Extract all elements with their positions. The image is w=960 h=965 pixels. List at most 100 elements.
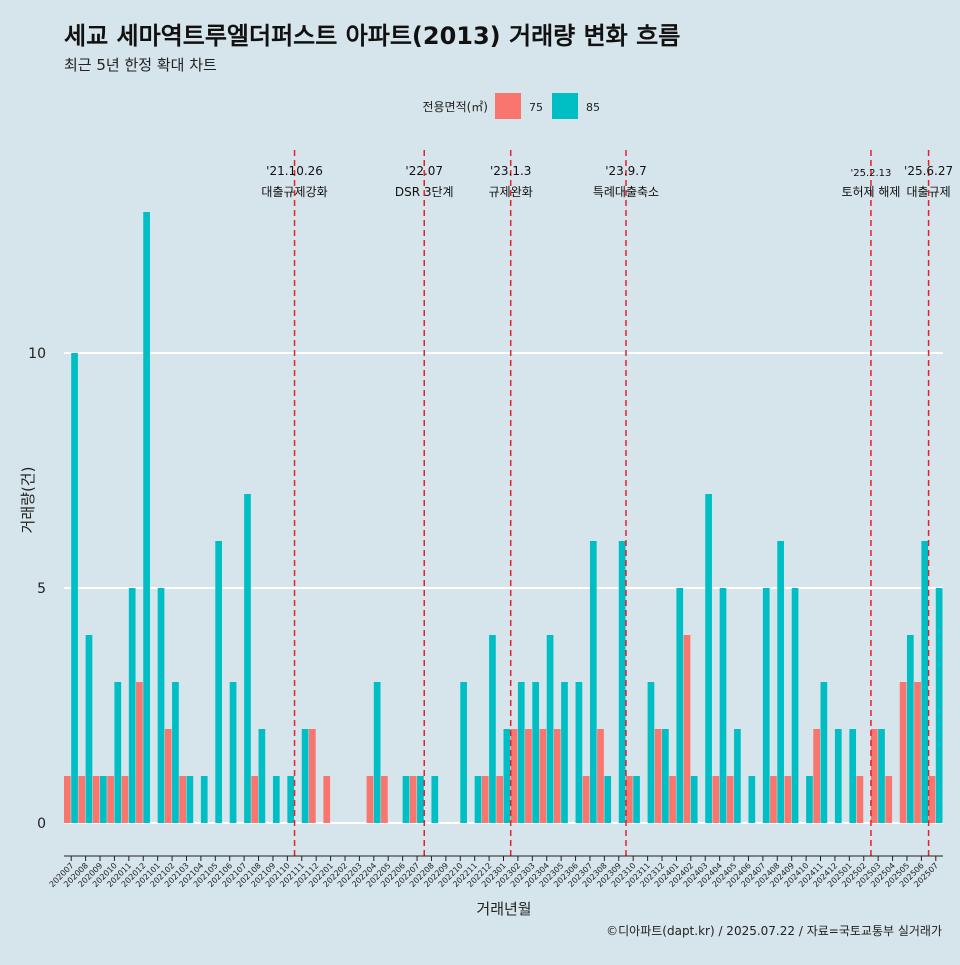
bar-85-202102 bbox=[172, 682, 179, 823]
bar-85-202406 bbox=[748, 776, 756, 823]
bar-75-202503 bbox=[870, 729, 878, 823]
chart-title: 세교 세마역트루엘더퍼스트 아파트(2013) 거래량 변화 흐름 bbox=[64, 22, 680, 50]
bar-85-202210 bbox=[460, 682, 467, 823]
legend: 전용면적(㎡) 75 85 bbox=[422, 93, 600, 119]
bar-75-202112 bbox=[308, 729, 316, 823]
bar-85-202307 bbox=[589, 541, 597, 823]
bar-75-202304 bbox=[539, 729, 547, 823]
legend-swatch-85 bbox=[552, 93, 578, 119]
event-label: 대출규제강화 bbox=[261, 185, 327, 199]
caption: ©디아파트(dapt.kr) / 2025.07.22 / 자료=국토교통부 실… bbox=[606, 924, 942, 938]
bar-75-202409 bbox=[784, 776, 792, 823]
bar-85-202107 bbox=[244, 494, 251, 823]
bar-85-202104 bbox=[200, 776, 208, 823]
event-label: 대출규제 bbox=[907, 185, 951, 199]
legend-label-85: 85 bbox=[586, 101, 600, 114]
bar-85-202403 bbox=[705, 494, 712, 823]
bar-85-202207 bbox=[417, 776, 424, 823]
bar-85-202109 bbox=[272, 776, 280, 823]
bar-85-202108 bbox=[258, 729, 266, 823]
bar-75-202010 bbox=[107, 776, 114, 823]
bar-85-202103 bbox=[186, 776, 194, 823]
bar-85-202110 bbox=[287, 776, 295, 823]
bar-75-202305 bbox=[553, 729, 561, 823]
bar-85-202010 bbox=[114, 682, 122, 823]
bar-85-202506 bbox=[921, 541, 929, 823]
bar-85-202212 bbox=[489, 635, 496, 823]
legend-title: 전용면적(㎡) bbox=[422, 100, 488, 114]
y-tick-label: 10 bbox=[28, 346, 46, 362]
bar-75-202506 bbox=[914, 682, 921, 823]
bar-75-202405 bbox=[726, 776, 734, 823]
bar-85-202308 bbox=[604, 776, 612, 823]
event-date: '25.6.27 bbox=[904, 164, 953, 178]
bar-85-202012 bbox=[143, 212, 150, 823]
bar-85-202105 bbox=[215, 541, 223, 823]
bar-85-202206 bbox=[402, 776, 410, 823]
bar-85-202407 bbox=[762, 588, 770, 823]
bar-75-202310 bbox=[625, 776, 633, 823]
bar-85-202503 bbox=[878, 729, 885, 823]
bar-75-202408 bbox=[770, 776, 777, 823]
event-label: DSR 3단계 bbox=[395, 185, 454, 199]
bar-75-202205 bbox=[381, 776, 388, 823]
bar-75-202301 bbox=[496, 776, 503, 823]
bar-75-202007 bbox=[64, 776, 71, 823]
bar-75-202411 bbox=[813, 729, 821, 823]
bar-85-202412 bbox=[834, 729, 842, 823]
bar-75-202008 bbox=[78, 776, 86, 823]
bar-85-202204 bbox=[373, 682, 381, 823]
bar-75-202402 bbox=[683, 635, 691, 823]
bar-85-202008 bbox=[85, 635, 93, 823]
bar-85-202401 bbox=[676, 588, 684, 823]
bar-75-202103 bbox=[179, 776, 186, 823]
y-tick-label: 0 bbox=[37, 816, 46, 832]
bar-85-202303 bbox=[532, 682, 540, 823]
event-label: 규제완화 bbox=[489, 185, 533, 199]
bar-75-202404 bbox=[712, 776, 720, 823]
bar-85-202009 bbox=[100, 776, 107, 823]
bar-85-202501 bbox=[849, 729, 857, 823]
bar-75-202108 bbox=[251, 776, 259, 823]
bar-75-202504 bbox=[885, 776, 893, 823]
bar-75-202401 bbox=[669, 776, 676, 823]
bar-75-202009 bbox=[92, 776, 100, 823]
bar-75-202307 bbox=[582, 776, 590, 823]
bar-75-202212 bbox=[481, 776, 489, 823]
event-date: '25.2.13 bbox=[850, 168, 891, 179]
bar-75-202011 bbox=[121, 776, 129, 823]
bar-85-202310 bbox=[633, 776, 640, 823]
legend-swatch-75 bbox=[495, 93, 521, 119]
bar-75-202308 bbox=[597, 729, 604, 823]
bar-85-202312 bbox=[662, 729, 669, 823]
bar-85-202404 bbox=[719, 588, 727, 823]
bar-75-202312 bbox=[654, 729, 662, 823]
bar-85-202101 bbox=[157, 588, 165, 823]
bar-85-202106 bbox=[229, 682, 237, 823]
bar-75-202204 bbox=[366, 776, 374, 823]
bar-85-202507 bbox=[935, 588, 943, 823]
bar-85-202311 bbox=[647, 682, 655, 823]
event-label: 토허제 해제 bbox=[841, 185, 900, 199]
bar-85-202305 bbox=[561, 682, 568, 823]
event-date: '21.10.26 bbox=[266, 164, 323, 178]
y-axis-title: 거래량(건) bbox=[19, 467, 37, 534]
bar-85-202304 bbox=[546, 635, 554, 823]
bar-85-202302 bbox=[517, 682, 525, 823]
bar-85-202208 bbox=[431, 776, 439, 823]
bar-75-202102 bbox=[164, 729, 172, 823]
y-tick-label: 5 bbox=[37, 581, 46, 597]
bar-75-202303 bbox=[525, 729, 532, 823]
bar-75-202207 bbox=[409, 776, 417, 823]
legend-label-75: 75 bbox=[529, 101, 543, 114]
chart-subtitle: 최근 5년 한정 확대 차트 bbox=[64, 56, 217, 74]
bar-75-202201 bbox=[323, 776, 331, 823]
bars bbox=[64, 212, 943, 823]
bar-85-202408 bbox=[777, 541, 784, 823]
bar-85-202402 bbox=[690, 776, 698, 823]
bar-85-202011 bbox=[128, 588, 136, 823]
bar-75-202505 bbox=[899, 682, 907, 823]
bar-85-202111 bbox=[301, 729, 309, 823]
bar-75-202012 bbox=[136, 682, 143, 823]
